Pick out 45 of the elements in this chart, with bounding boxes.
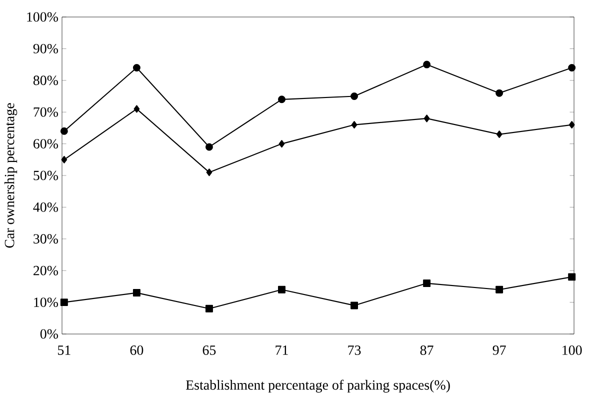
point — [60, 127, 68, 135]
point — [350, 302, 358, 310]
point — [496, 130, 502, 138]
y-tick-label: 40% — [33, 202, 58, 212]
y-tick-label: 90% — [33, 44, 58, 54]
point — [350, 92, 358, 100]
y-tick-label: 0% — [40, 329, 58, 339]
point — [423, 280, 431, 288]
point — [61, 156, 68, 164]
y-tick-label: 30% — [34, 234, 58, 244]
x-tick-label: 71 — [276, 346, 288, 355]
x-tick-label: 60 — [130, 346, 144, 355]
point — [496, 89, 504, 97]
y-tick-label: 10% — [34, 298, 58, 308]
x-tick-label: 100 — [562, 346, 582, 355]
point — [568, 273, 576, 281]
y-tick-label: 20% — [34, 266, 58, 276]
y-tick-label: 60% — [34, 139, 58, 149]
y-tick-label: 70% — [34, 107, 58, 117]
point — [205, 304, 213, 312]
point — [206, 168, 212, 176]
point — [134, 105, 140, 113]
y-axis-title: Car ownership percentage — [4, 103, 18, 248]
point — [278, 96, 286, 104]
point — [132, 289, 140, 297]
x-tick-label: 97 — [492, 346, 506, 355]
point — [496, 286, 504, 294]
x-tick-label: 65 — [202, 346, 216, 355]
point — [132, 64, 140, 72]
point — [568, 64, 576, 72]
x-tick-label: 51 — [58, 346, 70, 355]
point — [278, 140, 285, 148]
point — [424, 114, 430, 122]
point — [60, 298, 68, 306]
x-axis-title: Establishment percentage of parking spaces(%) — [186, 380, 450, 393]
point — [205, 143, 213, 151]
x-tick-label: 73 — [348, 346, 361, 355]
point — [568, 121, 575, 129]
x-tick-label: 87 — [420, 346, 434, 355]
y-tick-label: 50% — [34, 170, 58, 180]
y-tick-label: 100% — [27, 12, 58, 22]
point — [278, 286, 286, 294]
point — [423, 60, 431, 68]
point — [351, 121, 358, 129]
y-tick-label: 80% — [33, 76, 58, 86]
